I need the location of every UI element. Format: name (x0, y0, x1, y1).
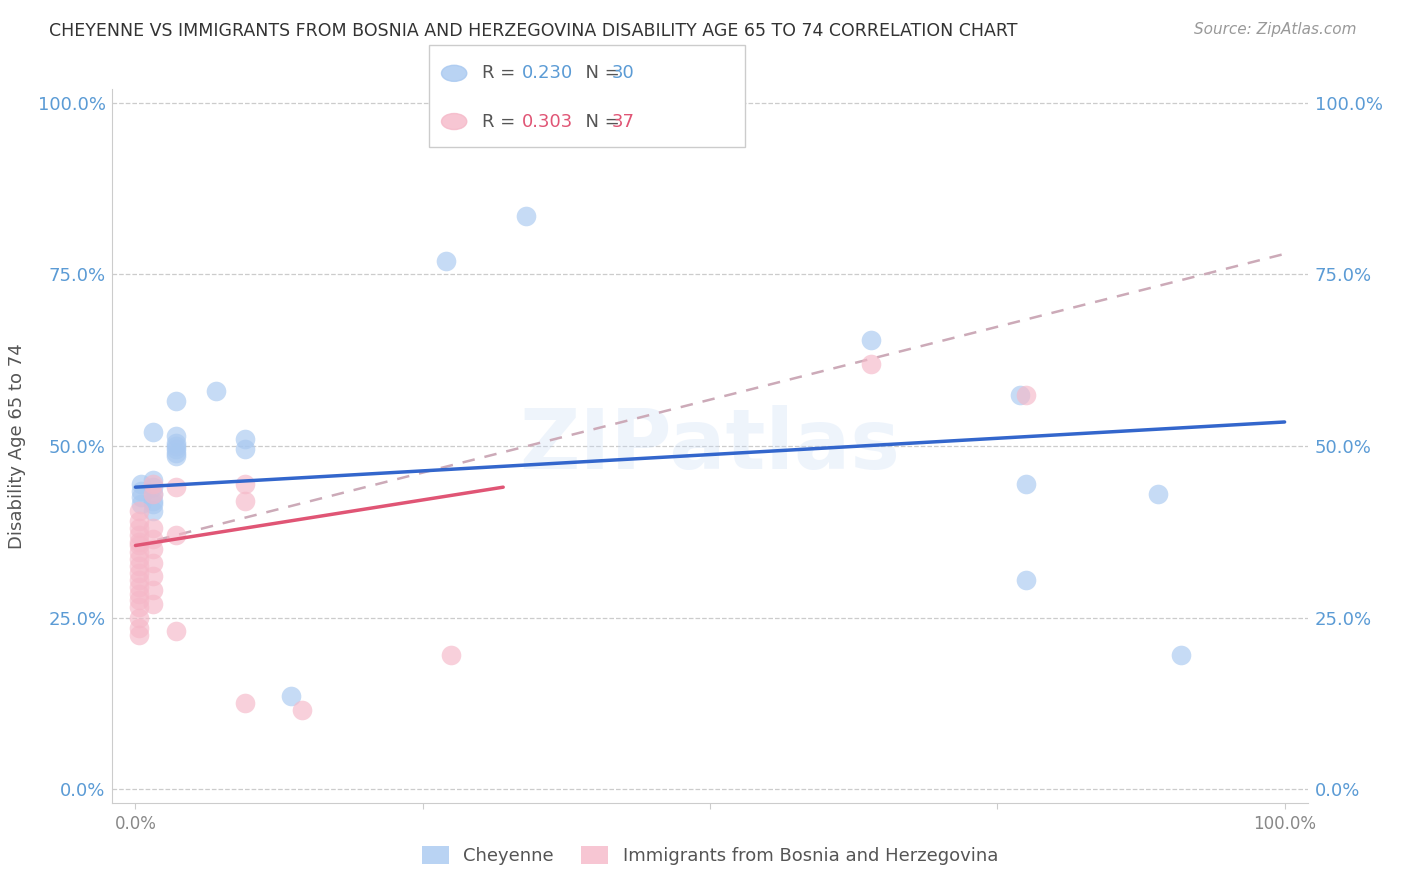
Point (142, 569, 165, 583)
Point (142, 425, 165, 440)
Point (128, 545, 150, 559)
Point (1010, 387, 1032, 401)
Point (165, 442, 187, 457)
Point (1170, 648, 1192, 663)
Point (128, 600, 150, 615)
Point (128, 521, 150, 535)
Text: N =: N = (574, 112, 626, 130)
Point (440, 648, 463, 663)
Point (128, 535, 150, 549)
Text: 0.230: 0.230 (522, 64, 572, 82)
Point (280, 690, 302, 704)
Point (142, 583, 165, 598)
Point (128, 539, 150, 553)
Point (128, 559, 150, 574)
Text: 37: 37 (612, 112, 634, 130)
Point (165, 446, 187, 460)
Point (142, 541, 165, 556)
Y-axis label: Disability Age 65 to 74: Disability Age 65 to 74 (8, 343, 27, 549)
Point (142, 476, 165, 491)
Text: R =: R = (482, 64, 522, 82)
Point (142, 480, 165, 494)
Point (233, 494, 256, 508)
Text: Source: ZipAtlas.com: Source: ZipAtlas.com (1194, 22, 1357, 37)
Point (129, 483, 152, 498)
Point (128, 610, 150, 624)
Point (142, 487, 165, 501)
Point (1015, 387, 1038, 401)
Point (165, 394, 187, 409)
Point (142, 473, 165, 487)
Point (129, 476, 152, 491)
Point (859, 333, 882, 347)
Point (142, 504, 165, 518)
Point (165, 480, 187, 494)
Point (129, 497, 152, 511)
Legend: Cheyenne, Immigrants from Bosnia and Herzegovina: Cheyenne, Immigrants from Bosnia and Her… (422, 846, 998, 865)
Point (128, 621, 150, 635)
Point (291, 703, 314, 717)
Text: R =: R = (482, 112, 522, 130)
Point (165, 528, 187, 542)
Point (142, 521, 165, 535)
Point (128, 593, 150, 607)
Point (128, 628, 150, 642)
Point (142, 532, 165, 546)
Point (128, 552, 150, 566)
Point (128, 580, 150, 594)
Text: 0.303: 0.303 (522, 112, 572, 130)
Point (142, 497, 165, 511)
Point (1015, 573, 1038, 587)
Text: 30: 30 (612, 64, 634, 82)
Point (165, 428, 187, 442)
Text: N =: N = (574, 64, 626, 82)
Point (165, 435, 187, 450)
Point (165, 624, 187, 639)
Point (129, 491, 152, 505)
Point (1147, 487, 1170, 501)
Point (128, 504, 150, 518)
Point (142, 597, 165, 611)
Point (128, 528, 150, 542)
Point (515, 209, 537, 223)
Point (434, 253, 457, 268)
Point (859, 357, 882, 371)
Point (128, 586, 150, 600)
Point (142, 487, 165, 501)
Point (128, 566, 150, 580)
Point (1015, 476, 1038, 491)
Text: ZIPatlas: ZIPatlas (520, 406, 900, 486)
Point (142, 494, 165, 508)
Point (205, 384, 228, 398)
Point (233, 432, 256, 446)
Point (165, 450, 187, 464)
Point (233, 442, 256, 457)
Point (128, 515, 150, 529)
Point (233, 476, 256, 491)
Text: CHEYENNE VS IMMIGRANTS FROM BOSNIA AND HERZEGOVINA DISABILITY AGE 65 TO 74 CORRE: CHEYENNE VS IMMIGRANTS FROM BOSNIA AND H… (49, 22, 1018, 40)
Point (128, 573, 150, 587)
Point (233, 696, 256, 710)
Point (165, 439, 187, 453)
Point (142, 556, 165, 570)
